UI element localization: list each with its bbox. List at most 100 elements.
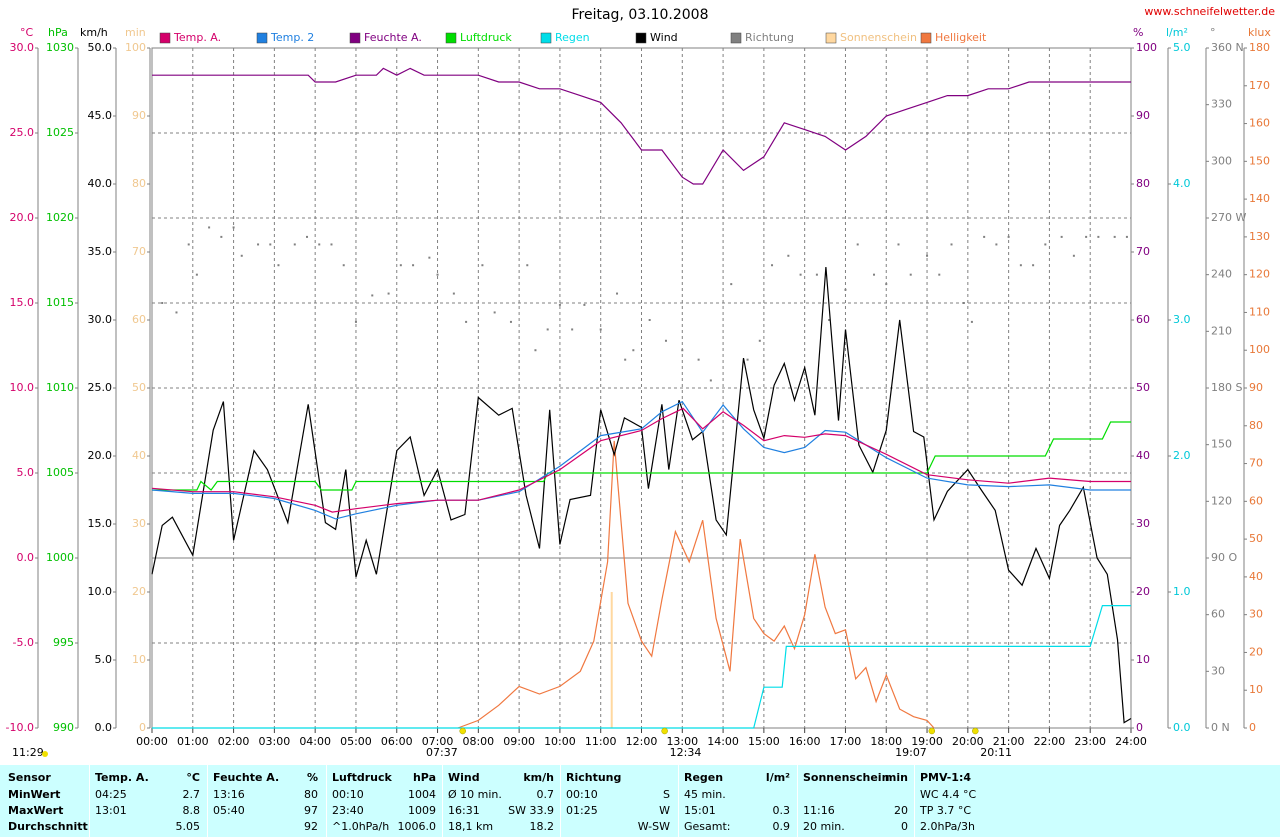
y-tick-label: 1005 (46, 466, 74, 479)
y-tick-label: 1020 (46, 211, 74, 224)
direction-dot (873, 273, 876, 276)
table-cell: Sensor (8, 771, 51, 784)
y-tick-label: 90 (1136, 109, 1150, 122)
column-separator (560, 765, 561, 837)
legend-swatch (540, 32, 552, 44)
y-tick-label: 5.0 (1173, 41, 1191, 54)
y-tick-label: 10 (132, 653, 146, 666)
direction-dot (1007, 235, 1010, 238)
sun-event-label: 19:07 (895, 746, 927, 759)
table-cell: TP 3.7 °C (920, 804, 972, 817)
y-tick-label: 0.0 (95, 721, 113, 734)
x-tick-label: 11:00 (585, 735, 617, 748)
table-cell: 18.2 (529, 820, 555, 833)
x-tick-label: 14:00 (707, 735, 739, 748)
table-cell: 11:16 (803, 804, 835, 817)
series-line (457, 440, 935, 729)
direction-dot (897, 243, 900, 246)
y-tick-label: 330 (1211, 98, 1232, 111)
direction-dot (787, 254, 790, 257)
direction-dot (240, 254, 243, 257)
y-tick-label: 150 (1211, 438, 1232, 451)
x-tick-label: 15:00 (748, 735, 780, 748)
y-tick-label: 80 (1249, 419, 1263, 432)
direction-dot (257, 243, 260, 246)
table-cell: MinWert (8, 788, 61, 801)
y-tick-label: 30 (1136, 517, 1150, 530)
series-line (151, 266, 1132, 724)
y-tick-label: 0 (1249, 721, 1256, 734)
table-cell: Durchschnitt (8, 820, 88, 833)
table-cell: 18,1 km (448, 820, 494, 833)
direction-dot (220, 235, 223, 238)
direction-dot (1044, 243, 1047, 246)
direction-dot (509, 320, 512, 323)
table-cell: Gesamt: (684, 820, 731, 833)
y-tick-label: 130 (1249, 230, 1270, 243)
y-tick-label: 0.0 (1173, 721, 1191, 734)
y-tick-label: 160 (1249, 117, 1270, 130)
direction-dot (856, 243, 859, 246)
direction-dot (354, 320, 357, 323)
y-tick-label: 40.0 (88, 177, 113, 190)
sun-icon (42, 751, 48, 757)
y-tick-label: 1025 (46, 126, 74, 139)
axis-unit: °C (20, 26, 34, 39)
legend-swatch (635, 32, 647, 44)
series-line (151, 400, 1131, 520)
table-cell: 5.05 (175, 820, 201, 833)
table-cell: Feuchte A. (213, 771, 280, 784)
direction-dot (481, 264, 484, 267)
direction-dot (428, 256, 431, 259)
direction-dot (1060, 235, 1063, 238)
table-cell: 92 (304, 820, 318, 833)
y-tick-label: 210 (1211, 324, 1232, 337)
direction-dot (1085, 235, 1088, 238)
summary-table: Sensor Temp. A. °C Feuchte A.% Luftdruck hPa W… (0, 765, 1280, 837)
axis-unit: min (125, 26, 146, 39)
column-separator (207, 765, 208, 837)
table-cell: 45 min. (684, 788, 726, 801)
y-tick-label: 150 (1249, 154, 1270, 167)
y-tick-label: 360 N (1211, 41, 1244, 54)
legend-swatch (730, 32, 742, 44)
series-line (152, 605, 1131, 729)
legend-label: Sonnenschein (840, 31, 917, 44)
y-tick-label: 3.0 (1173, 313, 1191, 326)
table-cell: WC 4.4 °C (920, 788, 977, 801)
y-tick-label: 60 (1249, 494, 1263, 507)
direction-dot (293, 243, 296, 246)
y-tick-label: 20 (1249, 645, 1263, 658)
y-tick-label: 1010 (46, 381, 74, 394)
y-tick-label: 70 (1136, 245, 1150, 258)
x-tick-label: 16:00 (789, 735, 821, 748)
direction-dot (970, 320, 973, 323)
table-cell: Sonnenschein (803, 771, 890, 784)
legend-label: Feuchte A. (364, 31, 422, 44)
direction-dot (616, 292, 619, 295)
axis-unit: hPa (48, 26, 68, 39)
x-tick-label: 17:00 (830, 735, 862, 748)
source: www.schneifelwetter.de (1144, 5, 1275, 18)
y-tick-label: 70 (132, 245, 146, 258)
direction-dot (526, 264, 529, 267)
y-tick-label: 4.0 (1173, 177, 1191, 190)
direction-dot (815, 273, 818, 276)
y-tick-label: 170 (1249, 79, 1270, 92)
y-tick-label: 120 (1211, 494, 1232, 507)
y-tick-label: 300 (1211, 154, 1232, 167)
table-cell: Temp. A. (95, 771, 149, 784)
x-tick-label: 01:00 (177, 735, 209, 748)
table-cell: MaxWert (8, 804, 64, 817)
direction-dot (330, 243, 333, 246)
y-tick-label: 1030 (46, 41, 74, 54)
y-tick-label: 40 (132, 449, 146, 462)
y-tick-label: 5.0 (17, 466, 35, 479)
direction-dot (1097, 235, 1100, 238)
y-tick-label: 20.0 (10, 211, 35, 224)
column-separator (442, 765, 443, 837)
x-tick-label: 08:00 (462, 735, 494, 748)
table-cell: 05:40 (213, 804, 245, 817)
direction-dot (799, 273, 802, 276)
